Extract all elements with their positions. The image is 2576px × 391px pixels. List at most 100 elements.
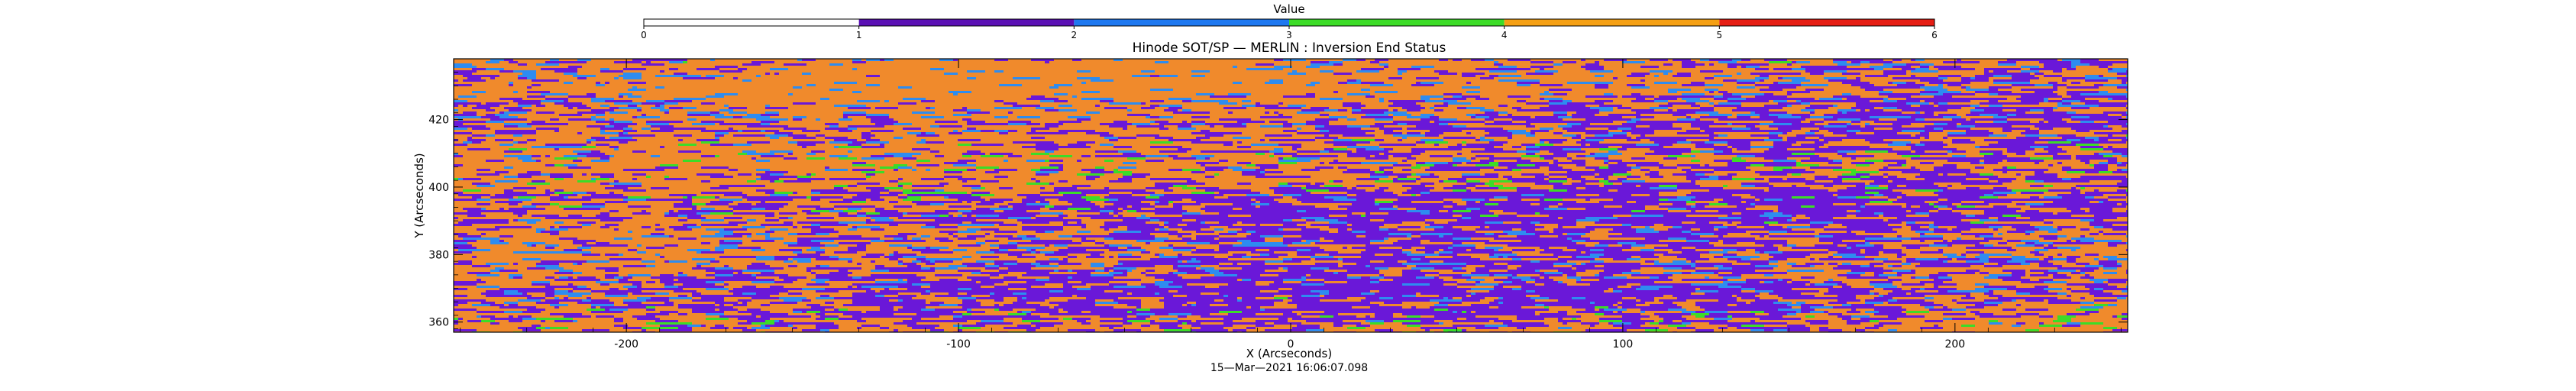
heatmap-cell xyxy=(1494,166,1508,169)
heatmap-cell xyxy=(591,134,600,137)
heatmap-cell xyxy=(1443,95,1453,98)
heatmap-cell xyxy=(788,121,797,123)
heatmap-cell xyxy=(916,91,939,93)
heatmap-cell xyxy=(1993,148,2007,150)
heatmap-cell xyxy=(1718,66,1728,68)
heatmap-cell xyxy=(1320,98,1343,100)
heatmap-cell xyxy=(715,157,729,160)
heatmap-cell xyxy=(1915,68,1929,70)
heatmap-cell xyxy=(472,73,477,75)
heatmap-cell xyxy=(1022,82,1026,84)
heatmap-cell xyxy=(715,73,719,75)
heatmap-cell xyxy=(967,77,976,79)
heatmap-cell xyxy=(834,70,857,73)
heatmap-cell xyxy=(1146,59,1164,61)
heatmap-cell xyxy=(1989,77,2012,79)
heatmap-cell xyxy=(1013,185,1036,187)
heatmap-cell xyxy=(779,148,797,150)
heatmap-cell xyxy=(1466,79,1471,82)
heatmap-cell xyxy=(2021,187,2030,189)
heatmap-cell xyxy=(2035,180,2044,183)
heatmap-cell xyxy=(1228,157,1233,160)
heatmap-cell xyxy=(591,118,605,121)
heatmap-cell xyxy=(1952,187,1966,189)
heatmap-cell xyxy=(1709,125,1728,128)
heatmap-cell xyxy=(1462,93,1480,95)
heatmap-cell xyxy=(454,109,458,111)
heatmap-cell xyxy=(1004,178,1008,180)
heatmap-cell xyxy=(939,59,953,61)
heatmap-cell xyxy=(1095,166,1104,169)
heatmap-cell xyxy=(614,75,619,77)
heatmap-cell xyxy=(687,169,710,171)
heatmap-cell xyxy=(1453,61,1475,63)
heatmap-cell xyxy=(811,100,834,102)
heatmap-cell xyxy=(1970,82,1989,84)
heatmap-cell xyxy=(907,95,916,98)
heatmap-cell xyxy=(1072,155,1081,157)
heatmap-cell xyxy=(1366,132,1384,134)
heatmap-cell xyxy=(1741,157,1764,160)
heatmap-cell xyxy=(912,82,926,84)
heatmap-cell xyxy=(1608,155,1622,157)
heatmap-cell xyxy=(871,70,894,73)
heatmap-cell xyxy=(669,111,687,114)
heatmap-cell xyxy=(1989,93,1998,95)
heatmap-cell xyxy=(880,183,898,185)
heatmap-cell xyxy=(1764,139,1783,141)
heatmap-cell xyxy=(1837,150,1856,153)
heatmap-cell xyxy=(1311,176,1329,178)
heatmap-cell xyxy=(1654,118,1677,121)
heatmap-cell xyxy=(756,169,770,171)
heatmap-cell xyxy=(761,148,779,150)
heatmap-cell xyxy=(559,153,577,155)
heatmap-cell xyxy=(1109,102,1118,105)
heatmap-cell xyxy=(852,91,861,93)
heatmap-cell xyxy=(518,178,522,180)
heatmap-cell xyxy=(564,137,587,139)
heatmap-cell xyxy=(1553,73,1567,75)
heatmap-cell xyxy=(1498,176,1503,178)
heatmap-cell xyxy=(806,146,825,148)
heatmap-cell xyxy=(1407,125,1416,128)
heatmap-cell xyxy=(1343,63,1361,66)
heatmap-cell xyxy=(1723,187,1746,189)
heatmap-cell xyxy=(1237,155,1260,157)
heatmap-cell xyxy=(1191,63,1214,66)
heatmap-cell xyxy=(1915,75,1938,77)
heatmap-cell xyxy=(1714,171,1723,173)
heatmap-cell xyxy=(1631,77,1654,79)
heatmap-cell xyxy=(518,116,541,118)
heatmap-cell xyxy=(1333,139,1352,141)
heatmap-cell xyxy=(1567,114,1572,116)
heatmap-cell xyxy=(1549,82,1567,84)
heatmap-cell xyxy=(839,118,852,121)
heatmap-cell xyxy=(971,155,981,157)
heatmap-cell xyxy=(1361,89,1370,91)
heatmap-cell xyxy=(1361,73,1375,75)
heatmap-cell xyxy=(1535,144,1553,146)
heatmap-cell xyxy=(687,102,701,105)
heatmap-cell xyxy=(921,114,930,116)
heatmap-cell xyxy=(1549,95,1558,98)
heatmap-cell xyxy=(1567,153,1572,155)
heatmap-cell xyxy=(554,164,564,166)
heatmap-cell xyxy=(1824,73,1842,75)
heatmap-cell xyxy=(1347,173,1370,176)
heatmap-cell xyxy=(1233,144,1237,146)
heatmap-cell xyxy=(1063,68,1081,70)
heatmap-cell xyxy=(1943,123,1947,125)
heatmap-cell xyxy=(770,68,788,70)
heatmap-cell xyxy=(1159,73,1164,75)
heatmap-cell xyxy=(962,95,981,98)
heatmap-cell xyxy=(1421,105,1430,107)
heatmap-cell xyxy=(1425,75,1448,77)
heatmap-cell xyxy=(1970,171,1984,173)
heatmap-cell xyxy=(1705,141,1728,144)
heatmap-cell xyxy=(1966,118,1970,121)
heatmap-cell xyxy=(825,132,843,134)
heatmap-cell xyxy=(1196,91,1219,93)
heatmap-cell xyxy=(1164,82,1173,84)
heatmap-cell xyxy=(1439,157,1443,160)
heatmap-cell xyxy=(564,89,568,91)
